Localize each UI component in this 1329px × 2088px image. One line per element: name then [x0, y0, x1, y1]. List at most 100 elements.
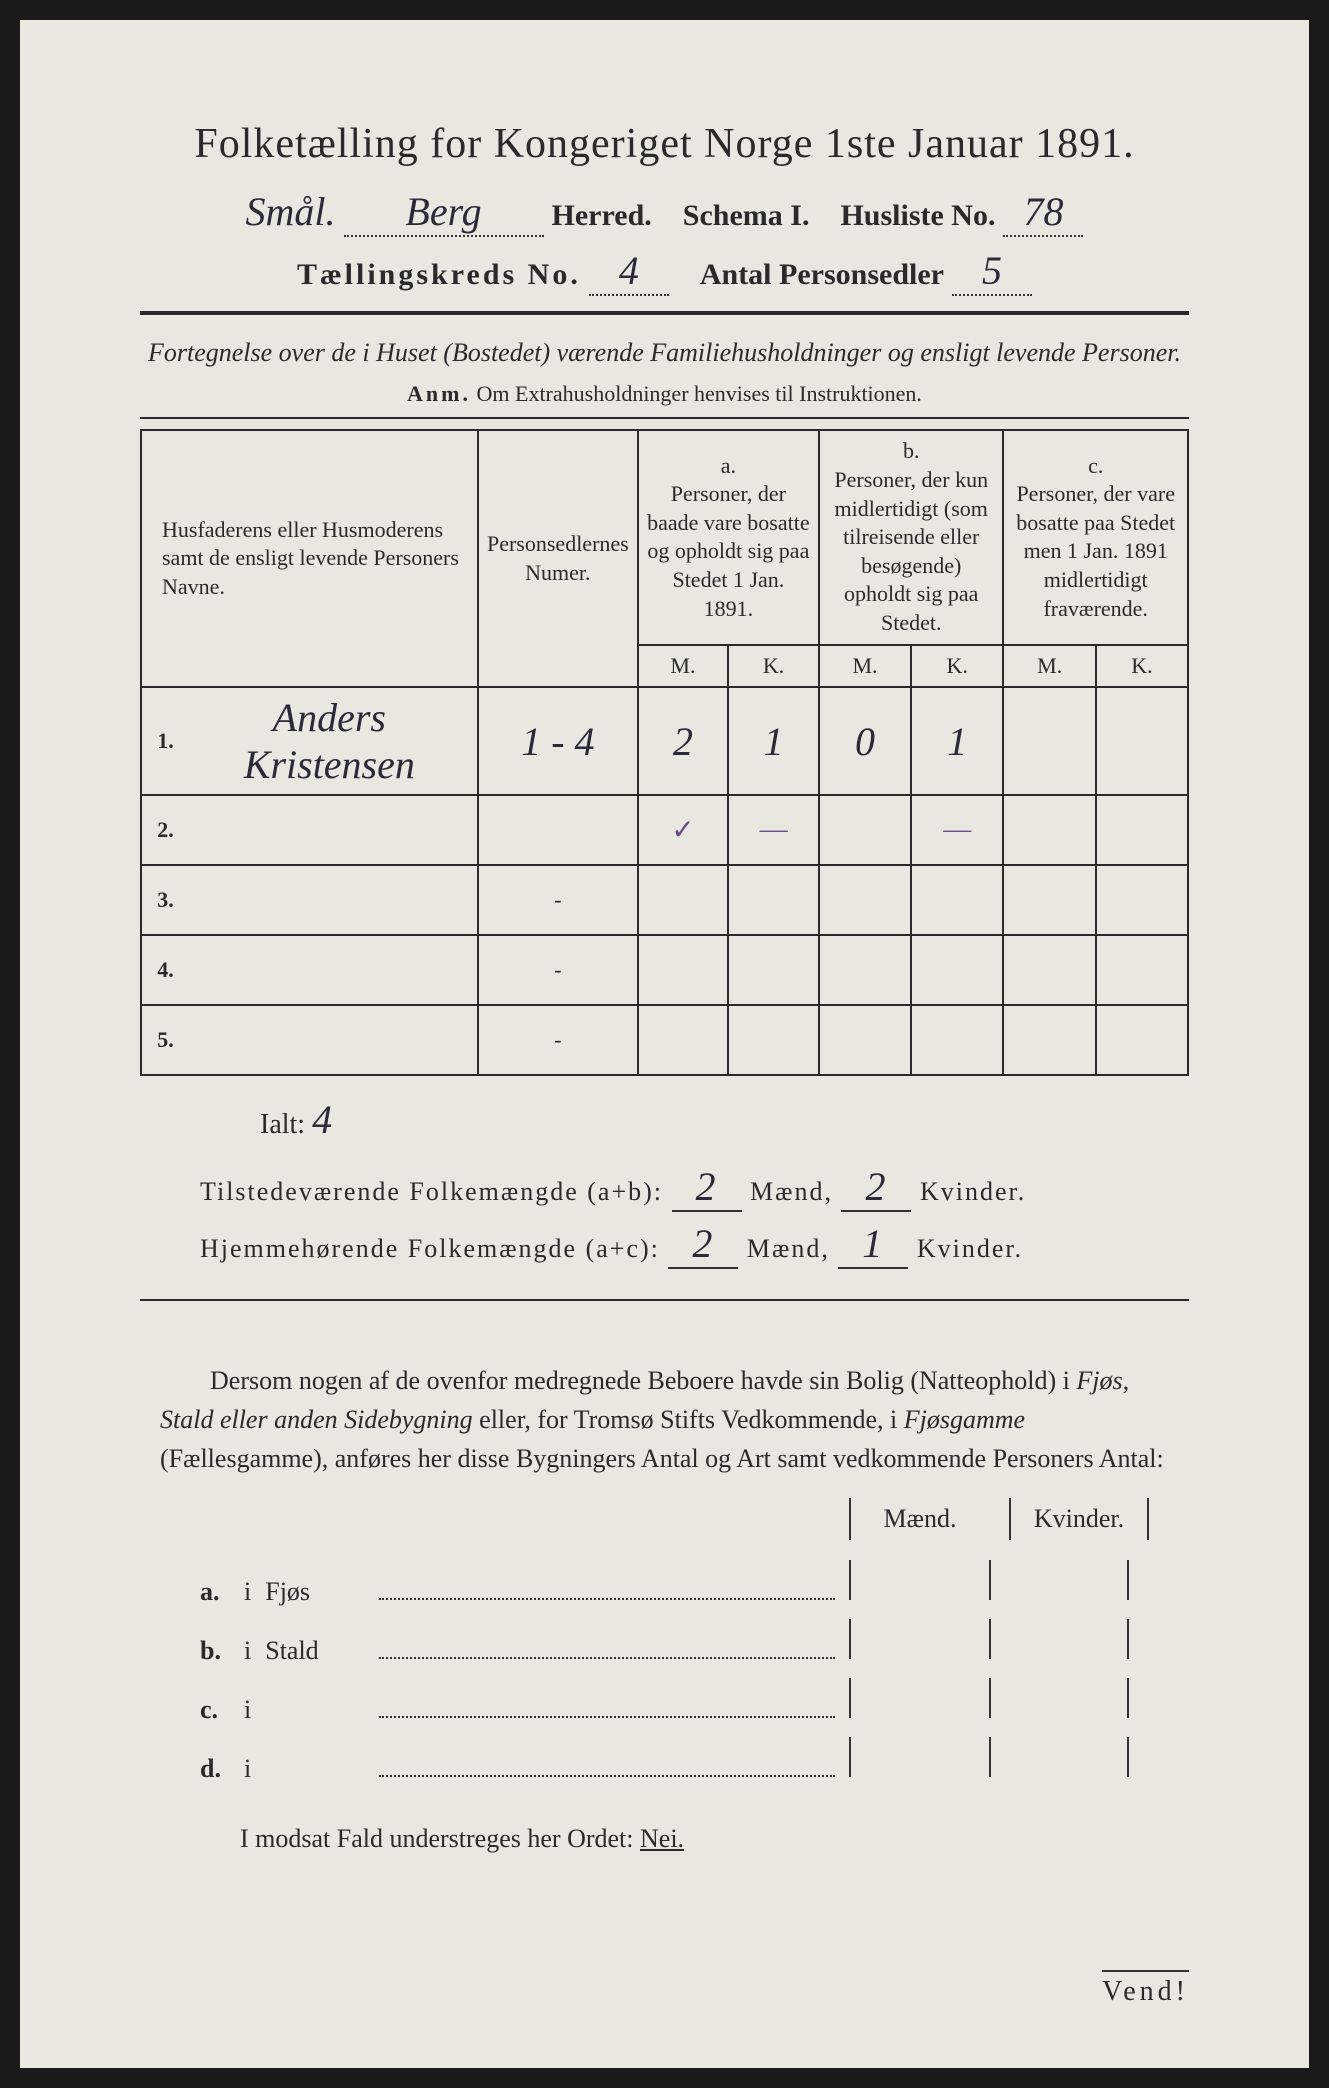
- th-a-label: a.: [721, 453, 736, 478]
- ialt-label: Ialt:: [260, 1109, 305, 1140]
- p5: (Fællesgamme), anføres her disse Bygning…: [160, 1444, 1164, 1473]
- dotted-line: [379, 1692, 835, 1718]
- building-row: d. i: [200, 1737, 1129, 1784]
- husliste-label: Husliste No.: [840, 199, 995, 233]
- row-bm: [819, 1005, 911, 1075]
- summary-line-1: Tilstedeværende Folkemængde (a+b): 2 Mæn…: [200, 1163, 1189, 1212]
- summary-line-2: Hjemmehørende Folkemængde (a+c): 2 Mænd,…: [200, 1220, 1189, 1269]
- row-am: [638, 865, 728, 935]
- row-am: 2: [638, 687, 728, 795]
- building-label: b.: [200, 1636, 230, 1666]
- row-ck: [1096, 687, 1188, 795]
- divider: [140, 417, 1189, 419]
- row-bm: [819, 865, 911, 935]
- row-ak: [728, 1005, 819, 1075]
- th-a: a. Personer, der baade vare bosatte og o…: [638, 430, 819, 644]
- th-am: M.: [638, 645, 728, 688]
- maend-label: Mænd,: [747, 1234, 830, 1263]
- row-ak: [728, 865, 819, 935]
- anm-text: Om Extrahusholdninger henvises til Instr…: [477, 381, 922, 406]
- census-table: Husfaderens eller Husmoderens samt de en…: [140, 429, 1189, 1076]
- building-label: c.: [200, 1695, 230, 1725]
- building-row: a. i Fjøs: [200, 1560, 1129, 1607]
- husliste-value: 78: [1003, 188, 1083, 237]
- vend-label: Vend!: [1102, 1970, 1189, 2008]
- row-num: 1.: [141, 687, 182, 795]
- row-cm: [1003, 687, 1096, 795]
- building-row: c. i: [200, 1678, 1129, 1725]
- mk-cells: [849, 1678, 1129, 1718]
- row-am: [638, 1005, 728, 1075]
- row-bk: [911, 865, 1003, 935]
- row-bk: 1: [911, 687, 1003, 795]
- summary1-k: 2: [841, 1163, 911, 1212]
- row-personsedler: -: [478, 865, 638, 935]
- kreds-label: Tællingskreds No.: [297, 258, 581, 292]
- building-i: i: [244, 1695, 251, 1725]
- divider: [140, 311, 1189, 315]
- th-b: b. Personer, der kun midlertidigt (som t…: [819, 430, 1003, 644]
- row-bk: [911, 1005, 1003, 1075]
- th-bm: M.: [819, 645, 911, 688]
- row-num: 3.: [141, 865, 182, 935]
- header-line-2: Tællingskreds No. 4 Antal Personsedler 5: [140, 247, 1189, 296]
- ialt-line: Ialt: 4: [260, 1096, 1189, 1143]
- p3: eller, for Tromsø Stifts Vedkommende, i: [473, 1405, 904, 1434]
- th-a-text: Personer, der baade vare bosatte og opho…: [647, 481, 809, 620]
- summary1-m: 2: [672, 1163, 742, 1212]
- th-name: Husfaderens eller Husmoderens samt de en…: [141, 430, 478, 687]
- row-ak: [728, 935, 819, 1005]
- herred-value: Berg: [344, 188, 544, 237]
- row-am: [638, 935, 728, 1005]
- th-ck: K.: [1096, 645, 1188, 688]
- building-i: i: [244, 1577, 251, 1607]
- row-personsedler: -: [478, 935, 638, 1005]
- row-name: Anders Kristensen: [182, 687, 478, 795]
- schema-label: Schema I.: [683, 199, 810, 233]
- building-name: Fjøs: [265, 1577, 365, 1607]
- th-b-label: b.: [903, 438, 920, 463]
- row-personsedler: -: [478, 1005, 638, 1075]
- kvinder-label: Kvinder.: [917, 1234, 1023, 1263]
- row-bm: [819, 935, 911, 1005]
- row-ck: [1096, 795, 1188, 865]
- row-cm: [1003, 1005, 1096, 1075]
- row-num: 2.: [141, 795, 182, 865]
- summary2-label: Hjemmehørende Folkemængde (a+c):: [200, 1234, 660, 1263]
- dotted-line: [379, 1574, 835, 1600]
- building-label: a.: [200, 1577, 230, 1607]
- building-row: b. i Stald: [200, 1619, 1129, 1666]
- table-row: 4. -: [141, 935, 1188, 1005]
- mk-m: Mænd.: [849, 1498, 989, 1540]
- summary2-k: 1: [838, 1220, 908, 1269]
- table-row: 2. ✓ — —: [141, 795, 1188, 865]
- building-name: Stald: [265, 1636, 365, 1666]
- footer-nei: Nei.: [640, 1824, 684, 1853]
- mk-cells: [849, 1560, 1129, 1600]
- personsedler-value: 5: [952, 247, 1032, 296]
- dotted-line: [379, 1633, 835, 1659]
- building-label: d.: [200, 1754, 230, 1784]
- row-name: [182, 865, 478, 935]
- mk-header: Mænd. Kvinder.: [140, 1498, 1149, 1540]
- building-i: i: [244, 1636, 251, 1666]
- th-cm: M.: [1003, 645, 1096, 688]
- row-cm: [1003, 865, 1096, 935]
- mk-cells: [849, 1619, 1129, 1659]
- th-name-text: Husfaderens eller Husmoderens samt de en…: [162, 517, 459, 599]
- row-bm: [819, 795, 911, 865]
- row-bk: [911, 935, 1003, 1005]
- th-c: c. Personer, der vare bosatte paa Stedet…: [1003, 430, 1188, 644]
- row-personsedler: 1 - 4: [478, 687, 638, 795]
- kreds-value: 4: [589, 247, 669, 296]
- anm-note: Anm. Anm. Om Extrahusholdninger henvises…: [140, 381, 1189, 407]
- th-c-label: c.: [1088, 453, 1103, 478]
- row-ck: [1096, 935, 1188, 1005]
- row-num: 4.: [141, 935, 182, 1005]
- row-ak: —: [728, 795, 819, 865]
- row-num: 5.: [141, 1005, 182, 1075]
- row-cm: [1003, 795, 1096, 865]
- mk-cells: [849, 1737, 1129, 1777]
- row-am: ✓: [638, 795, 728, 865]
- herred-label: Herred.: [552, 199, 652, 233]
